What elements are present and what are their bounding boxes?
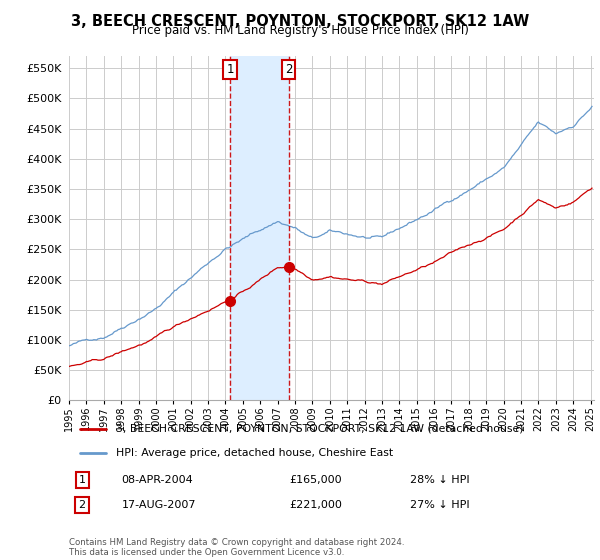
Bar	[230, 56, 289, 400]
Text: 08-APR-2004: 08-APR-2004	[121, 475, 193, 485]
Text: 17-AUG-2007: 17-AUG-2007	[121, 500, 196, 510]
Text: 28% ↓ HPI: 28% ↓ HPI	[410, 475, 470, 485]
Text: HPI: Average price, detached house, Cheshire East: HPI: Average price, detached house, Ches…	[116, 448, 394, 458]
Text: 27% ↓ HPI: 27% ↓ HPI	[410, 500, 470, 510]
Text: £221,000: £221,000	[290, 500, 343, 510]
Text: £165,000: £165,000	[290, 475, 342, 485]
Text: 2: 2	[79, 500, 86, 510]
Text: 1: 1	[226, 63, 234, 76]
Text: 2: 2	[285, 63, 292, 76]
Text: 3, BEECH CRESCENT, POYNTON, STOCKPORT, SK12 1AW: 3, BEECH CRESCENT, POYNTON, STOCKPORT, S…	[71, 14, 529, 29]
Text: 1: 1	[79, 475, 86, 485]
Text: 3, BEECH CRESCENT, POYNTON, STOCKPORT, SK12 1AW (detached house): 3, BEECH CRESCENT, POYNTON, STOCKPORT, S…	[116, 424, 524, 434]
Text: Contains HM Land Registry data © Crown copyright and database right 2024.
This d: Contains HM Land Registry data © Crown c…	[69, 538, 404, 557]
Text: Price paid vs. HM Land Registry's House Price Index (HPI): Price paid vs. HM Land Registry's House …	[131, 24, 469, 37]
